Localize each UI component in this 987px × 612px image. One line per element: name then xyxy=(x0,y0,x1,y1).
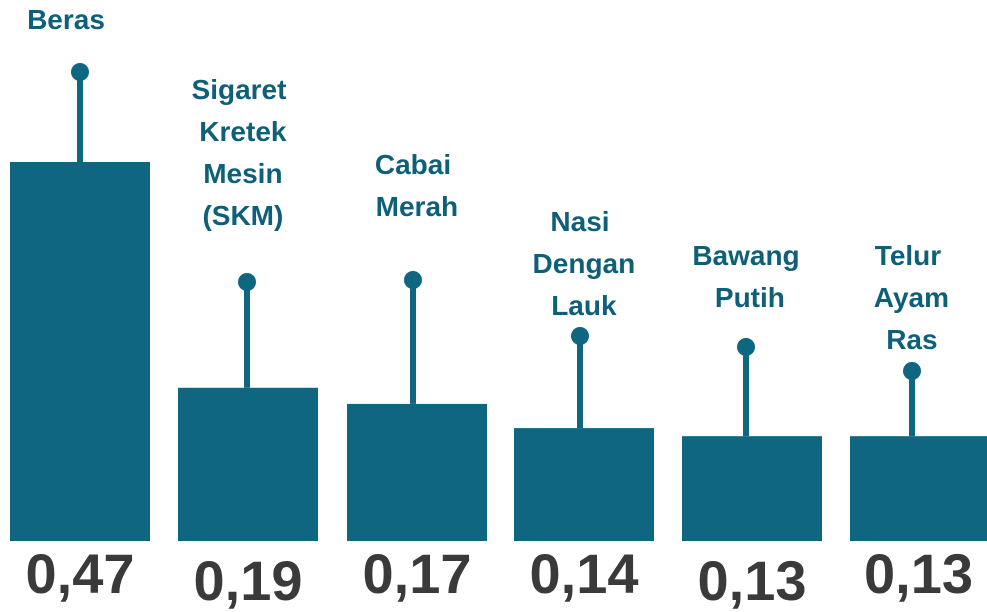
value-label: 0,17 xyxy=(363,542,472,605)
stem-dot xyxy=(737,338,755,356)
bar xyxy=(682,436,822,541)
stem-dot xyxy=(238,273,256,291)
value-label: 0,13 xyxy=(864,542,973,605)
bar xyxy=(178,387,318,541)
bar xyxy=(10,162,150,541)
bar xyxy=(514,428,654,541)
bar xyxy=(347,403,487,541)
stem-dot xyxy=(71,63,89,81)
category-label: Nasi Dengan Lauk xyxy=(525,206,635,321)
bar xyxy=(850,436,987,541)
value-label: 0,13 xyxy=(698,549,807,612)
category-label: Bawang Putih xyxy=(692,240,799,313)
category-label: Sigaret Kretek Mesin (SKM) xyxy=(192,74,287,231)
stem-dot xyxy=(404,271,422,289)
category-label: Beras xyxy=(27,4,105,35)
category-label: Cabai Merah xyxy=(368,149,458,222)
value-label: 0,19 xyxy=(194,549,303,612)
stem-dot xyxy=(571,327,589,345)
value-label: 0,14 xyxy=(530,542,639,605)
stem-dot xyxy=(903,362,921,380)
category-label: Telur Ayam Ras xyxy=(867,240,949,355)
value-label: 0,47 xyxy=(26,542,135,605)
